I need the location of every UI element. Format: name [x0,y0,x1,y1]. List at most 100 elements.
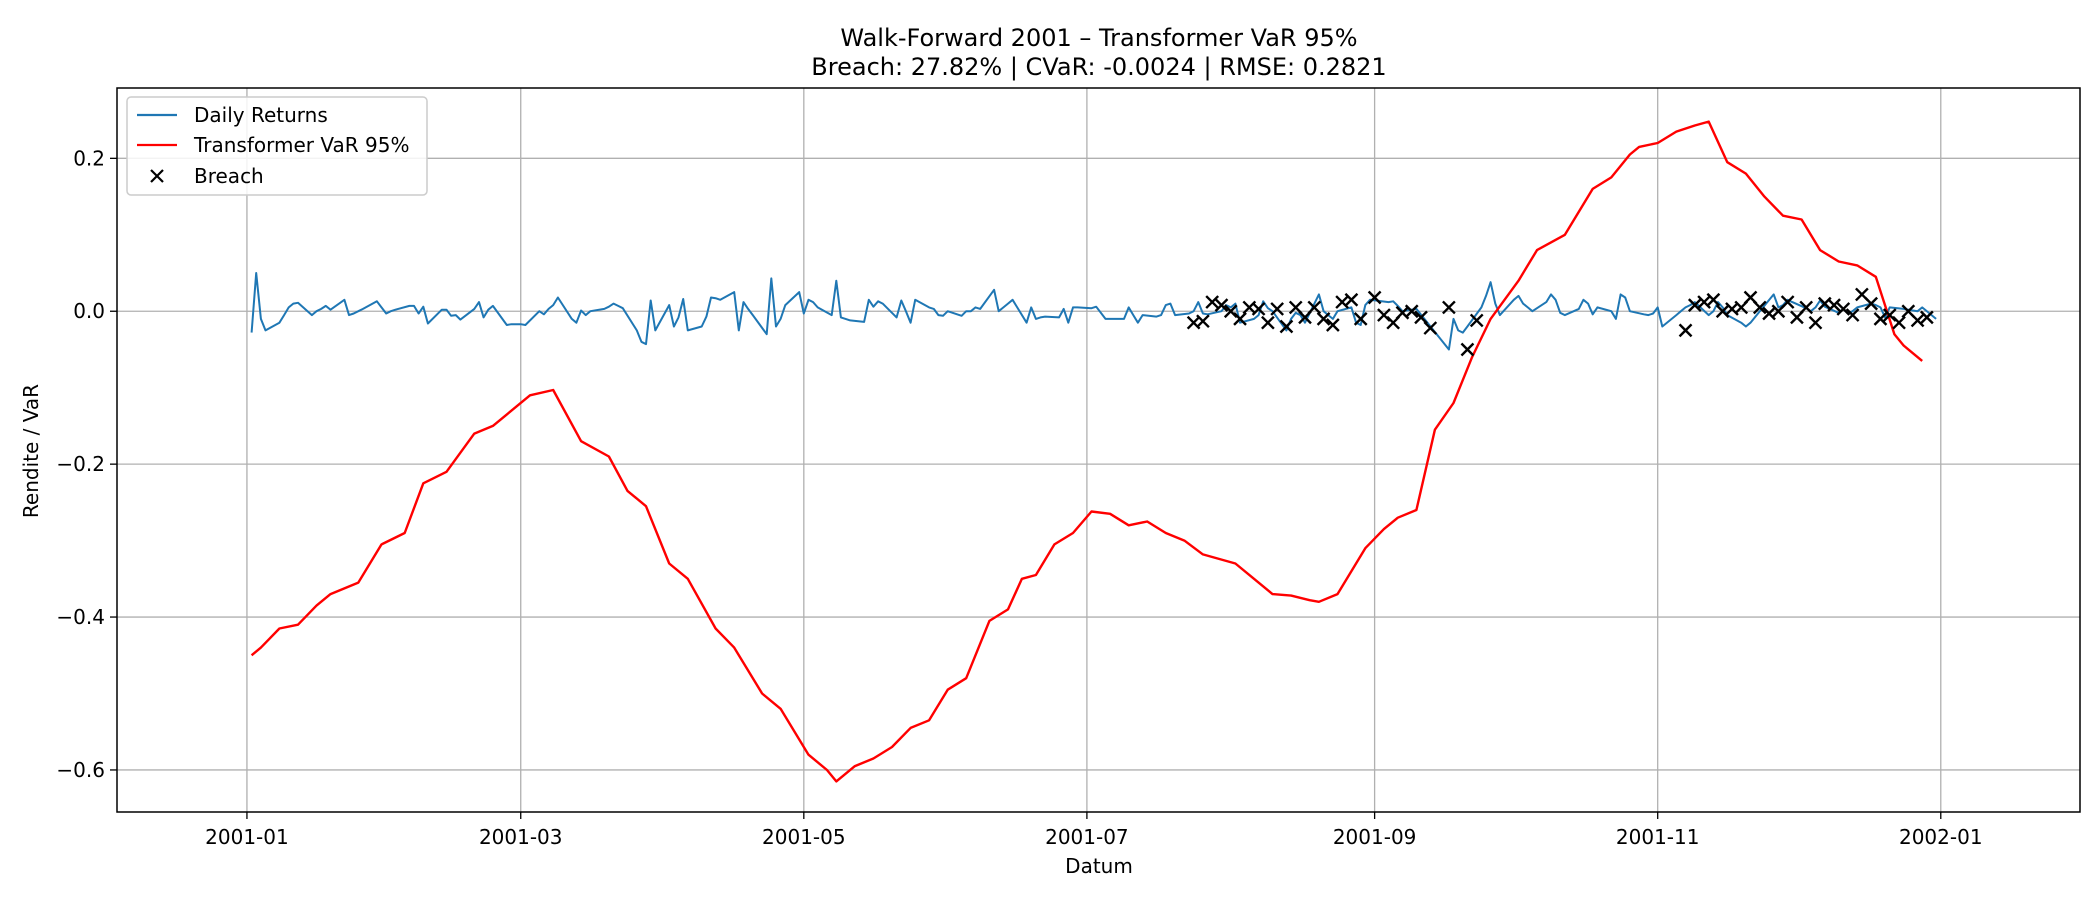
breach-marker [1920,310,1934,325]
breach-marker-stroke [1270,302,1285,316]
breach-marker [1836,302,1851,316]
breach-marker-stroke [1442,300,1456,315]
breach-marker [1326,318,1340,332]
breach-marker [1353,312,1368,326]
breach-marker-stroke [1214,298,1229,312]
breach-marker-stroke [1353,312,1368,326]
breach-marker [1873,312,1888,326]
breach-marker [1687,298,1702,312]
breach-marker-stroke [1836,302,1851,316]
series-group [250,120,1937,783]
breach-marker [1892,315,1906,330]
breach-marker-stroke [1205,295,1220,309]
breach-marker-stroke [1423,321,1438,335]
breach-marker [1752,300,1767,315]
breach-marker-stroke [1743,290,1758,305]
breach-marker-stroke [1223,304,1238,319]
legend-box [126,96,428,196]
breach-marker [1196,314,1210,329]
breach-marker-stroke [1808,315,1823,330]
breach-marker [1864,296,1879,311]
breach-marker-stroke [1678,323,1693,338]
breach-marker-stroke [1882,308,1897,322]
breach-marker-stroke [1697,295,1711,309]
x-tick-label: 2001-07 [1045,825,1129,849]
legend-swatch-breach [150,169,164,183]
breach-marker [1307,300,1322,315]
breach-marker [1279,319,1294,334]
plot-area [250,120,1937,783]
breach-marker-stroke [1469,313,1484,328]
series-daily-returns-line [250,272,1937,351]
breach-marker-stroke [1892,315,1906,330]
breach-marker-stroke [1799,300,1814,315]
breach-marker-stroke [1873,312,1888,326]
breach-marker-stroke [1687,298,1702,312]
breach-marker [1678,323,1693,338]
breach-marker [1233,312,1247,326]
breach-marker-stroke [1367,290,1382,305]
breach-marker-stroke [1827,298,1841,312]
breach-marker [1845,308,1860,322]
breach-marker [1799,300,1814,315]
breach-marker [1780,295,1795,309]
breach-marker-stroke [1752,300,1767,315]
y-axis-label: Rendite / VaR [19,384,43,518]
chart-title: Walk-Forward 2001 – Transformer VaR 95% [840,24,1357,52]
breach-marker [1423,321,1438,335]
grid [117,88,2080,812]
breach-marker-stroke [1910,313,1925,328]
breach-marker [1205,295,1220,309]
breach-marker [1316,312,1331,326]
x-tick-label: 2001-11 [1616,825,1700,849]
x-tick-label: 2001-01 [205,825,289,849]
breach-marker-stroke [1395,305,1410,320]
y-tick-label: −0.4 [56,605,105,629]
breach-marker-stroke [1920,310,1934,325]
breach-marker [1910,313,1925,328]
breach-marker-stroke [1864,296,1879,311]
legend-label-var: Transformer VaR 95% [193,133,409,157]
x-axis-label: Datum [1065,854,1133,878]
y-tick-label: 0.0 [73,299,105,323]
breach-marker-stroke [1855,287,1869,302]
breach-marker-stroke [1404,304,1419,319]
breach-marker-stroke [1251,302,1266,316]
chart-subtitle: Breach: 27.82% | CVaR: -0.0024 | RMSE: 0… [811,53,1386,81]
x-tick-label: 2002-01 [1899,825,1983,849]
breach-marker-stroke [1377,308,1391,322]
breach-marker-stroke [1460,342,1475,357]
axis-ticks: 2001-01 2001-03 2001-05 2001-07 2001-09 2001-… [56,146,1982,849]
breach-marker-stroke [1288,300,1303,315]
breach-marker [1469,313,1484,328]
legend-label-breach: Breach [194,164,264,188]
y-tick-label: −0.6 [56,758,105,782]
breach-marker [1261,315,1275,330]
breach-marker-stroke [1233,312,1247,326]
breach-marker [1404,304,1419,319]
breach-marker [1344,292,1359,307]
breach-marker-stroke [1706,292,1721,307]
breach-marker-stroke [1414,310,1428,325]
breach-marker-stroke [1326,318,1340,332]
breach-marker-stroke [1335,295,1349,309]
breach-marker [1827,298,1841,312]
breach-marker [1270,302,1285,316]
breach-marker-stroke [1279,319,1294,334]
breach-marker-stroke [1261,315,1275,330]
breach-marker [1706,292,1721,307]
breach-marker [1251,302,1266,316]
x-tick-label: 2001-03 [479,825,563,849]
breach-marker-stroke [1196,314,1210,329]
breach-marker-stroke [1901,304,1916,319]
breach-marker-stroke [1715,304,1730,319]
breach-marker [1460,342,1475,357]
breach-marker-stroke [1762,306,1776,321]
y-tick-label: 0.2 [73,146,105,170]
breach-marker-stroke [1780,295,1795,309]
breach-marker [1214,298,1229,312]
breach-marker [1442,300,1456,315]
x-tick-label: 2001-09 [1333,825,1417,849]
breach-marker [1367,290,1382,305]
